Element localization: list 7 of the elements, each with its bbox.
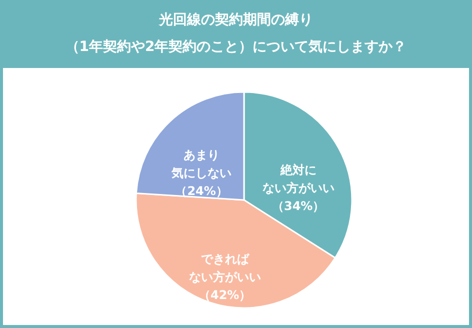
slice-label: 絶対にない方がいい — [262, 163, 334, 196]
slice-label: あまり気にしない — [170, 148, 232, 180]
slice-label: できればない方がいい — [188, 252, 261, 284]
data-label: （42%） — [198, 288, 252, 302]
chart-subtitle: （1年契約や2年契約のこと）について気にしますか？ — [65, 39, 407, 55]
data-label: （34%） — [272, 199, 325, 214]
chart-title: 光回線の契約期間の縛り — [158, 12, 313, 28]
